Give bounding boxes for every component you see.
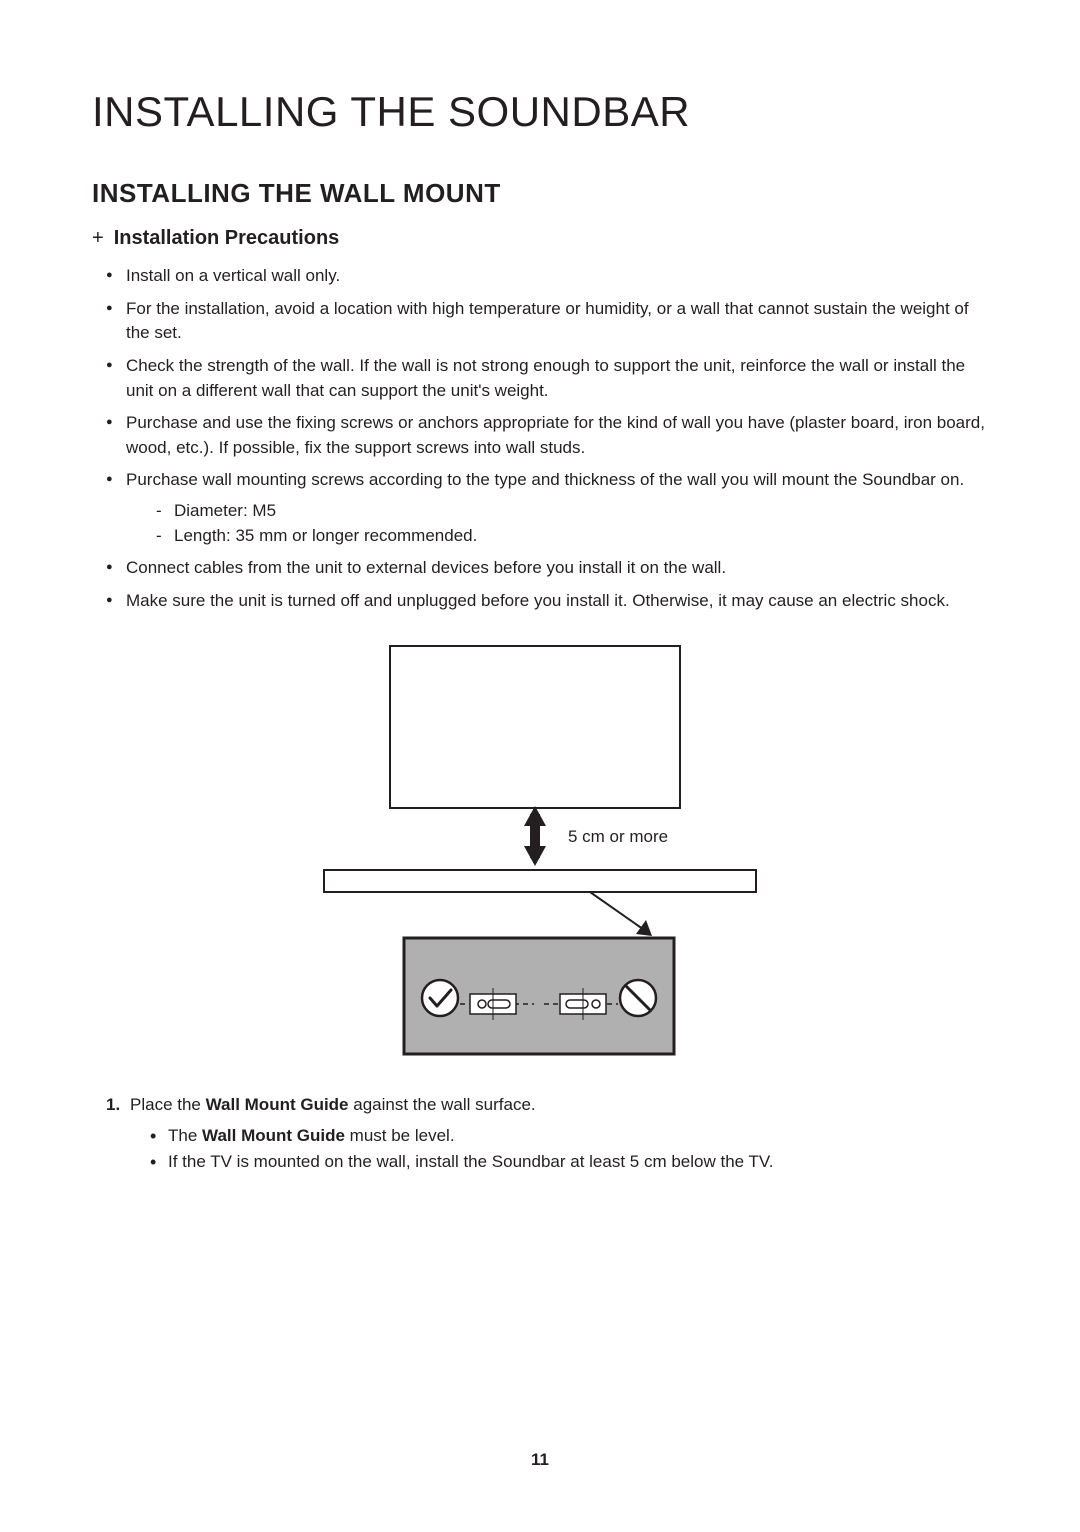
step-number: 1.	[106, 1092, 120, 1118]
subsection-header: + Installation Precautions	[92, 227, 988, 250]
wall-mount-guide-icon	[404, 938, 674, 1054]
list-item-text: Purchase wall mounting screws according …	[126, 470, 964, 489]
installation-diagram: 5 cm or more	[92, 642, 988, 1062]
callout-arrowhead-icon	[636, 920, 652, 936]
subsection-title: Installation Precautions	[114, 227, 340, 250]
double-arrow-icon	[524, 806, 546, 866]
list-item: Make sure the unit is turned off and unp…	[106, 589, 988, 614]
list-item: Purchase and use the fixing screws or an…	[106, 411, 988, 460]
precautions-list: Install on a vertical wall only. For the…	[92, 264, 988, 614]
screw-spec-list: Diameter: M5 Length: 35 mm or longer rec…	[126, 499, 988, 548]
spec-item: Diameter: M5	[156, 499, 988, 524]
step-sublist: The Wall Mount Guide must be level. If t…	[130, 1123, 988, 1174]
main-title: INSTALLING THE SOUNDBAR	[92, 88, 988, 136]
list-item: For the installation, avoid a location w…	[106, 297, 988, 346]
sub-item: If the TV is mounted on the wall, instal…	[150, 1149, 988, 1175]
step-text: Place the Wall Mount Guide against the w…	[130, 1095, 536, 1114]
list-item: Check the strength of the wall. If the w…	[106, 354, 988, 403]
list-item: Purchase wall mounting screws according …	[106, 468, 988, 548]
list-item: Install on a vertical wall only.	[106, 264, 988, 289]
page-number: 11	[0, 1450, 1080, 1470]
tv-outline-icon	[390, 646, 680, 808]
step-item: 1. Place the Wall Mount Guide against th…	[106, 1092, 988, 1175]
steps-list: 1. Place the Wall Mount Guide against th…	[92, 1092, 988, 1175]
spec-item: Length: 35 mm or longer recommended.	[156, 524, 988, 549]
section-title: INSTALLING THE WALL MOUNT	[92, 178, 988, 209]
soundbar-outline-icon	[324, 870, 756, 892]
plus-icon: +	[92, 227, 104, 250]
sub-item: The Wall Mount Guide must be level.	[150, 1123, 988, 1149]
list-item: Connect cables from the unit to external…	[106, 556, 988, 581]
gap-label: 5 cm or more	[568, 827, 668, 846]
